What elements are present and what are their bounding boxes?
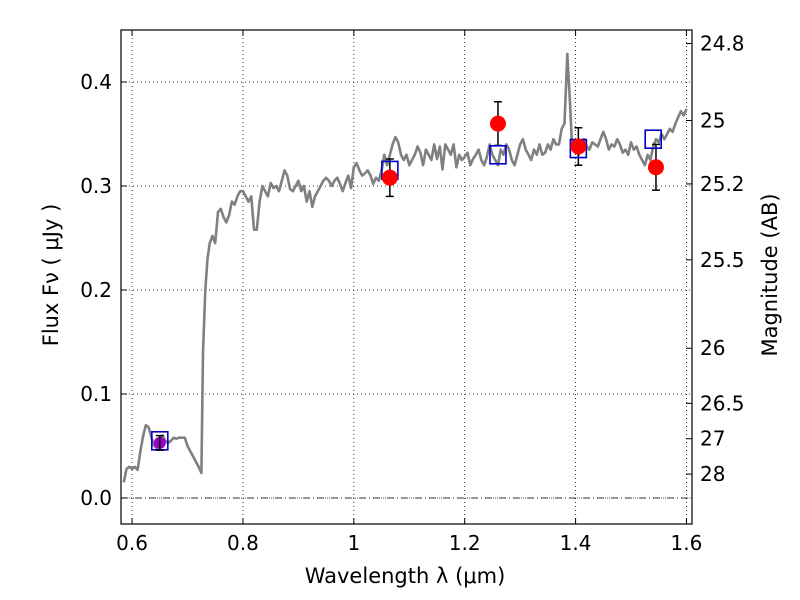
x-tick-label: 1.4 [560,531,592,555]
y2-tick-label: 28 [700,462,725,486]
x-tick-labels: 0.6 0.8 1 1.2 1.4 1.6 [116,531,702,555]
y-tick-label: 0.4 [80,70,112,94]
uv-photometry-series [153,434,166,451]
observed-point [647,159,664,176]
y-tick-labels: 0.0 0.1 0.2 0.3 0.4 [80,70,112,510]
y2-tick-label: 25.5 [700,248,745,272]
model-point [644,129,662,149]
x-tick-label: 1 [347,531,360,555]
y-axis-label: Flux Fν ( μJy ) [39,204,63,347]
y2-tick-label: 26 [700,336,725,360]
spectrum-series [122,52,688,483]
y-tick-label: 0.3 [80,174,112,198]
y2-tick-label: 25 [700,108,725,132]
y-tick-label: 0.1 [80,382,112,406]
spectrum-line [122,52,688,483]
model-photometry-series [151,129,662,451]
y2-tick-label: 27 [700,427,725,451]
model-point [489,145,507,165]
x-tick-label: 0.8 [227,531,259,555]
y2-tick-label: 26.5 [700,391,745,415]
observed-point [570,138,587,155]
x-tick-label: 1.6 [671,531,703,555]
observed-point [381,169,398,186]
x-tick-label: 1.2 [449,531,481,555]
observed-photometry-series [381,115,664,186]
axis-ticks [121,30,692,524]
y2-axis-label: Magnitude (AB) [758,193,782,356]
y-tick-label: 0.2 [80,278,112,302]
plot-frame [120,29,693,525]
y2-tick-labels: 24.8 25 25.2 25.5 26 26.5 27 28 [700,32,745,487]
y2-tick-label: 25.2 [700,172,745,196]
x-tick-label: 0.6 [116,531,148,555]
observed-point [489,115,506,132]
y2-tick-label: 24.8 [700,32,745,56]
x-axis-label: Wavelength λ (μm) [305,564,506,588]
y-tick-label: 0.0 [80,486,112,510]
